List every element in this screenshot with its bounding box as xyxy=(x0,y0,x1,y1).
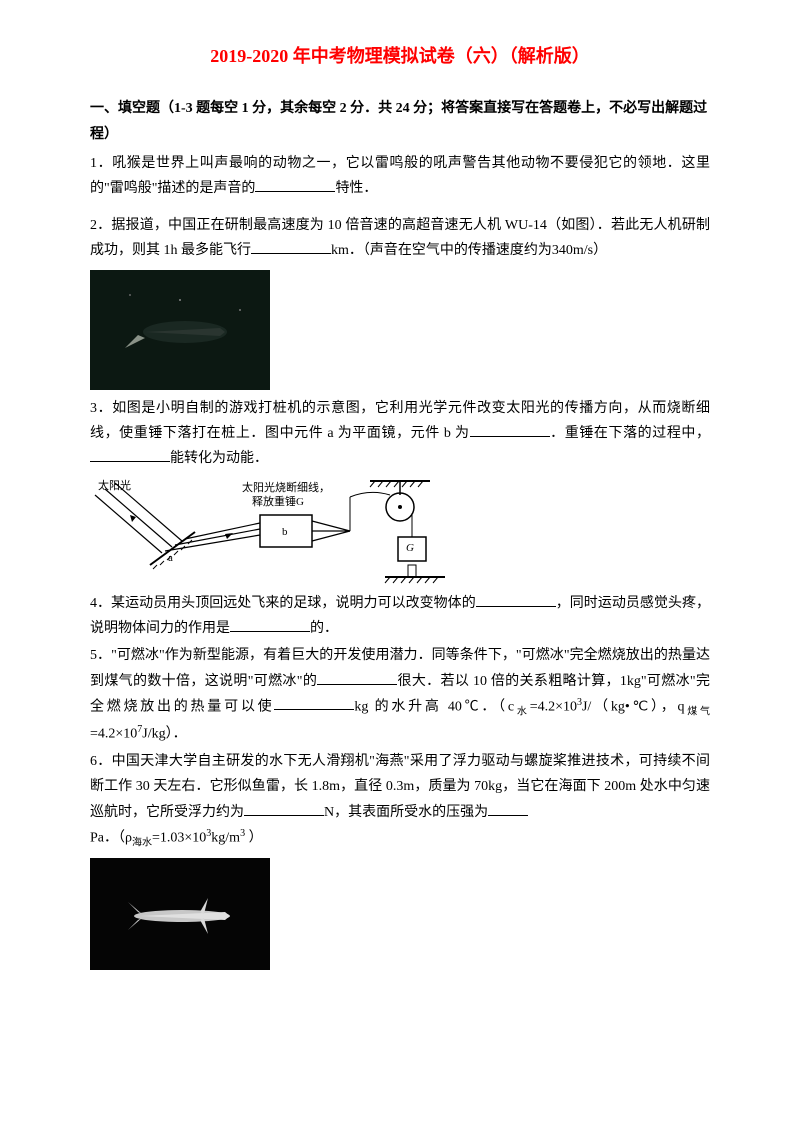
q5-text-e: =4.2×10 xyxy=(530,699,577,714)
q6-text-c: Pa．（ρ xyxy=(90,830,132,845)
q1-text-a: 1．吼猴是世界上叫声最响的动物之一，它以雷鸣般的吼声警告其他动物不要侵犯它的领地… xyxy=(90,156,710,196)
diagram-label-g: G xyxy=(406,539,414,559)
question-1: 1．吼猴是世界上叫声最响的动物之一，它以雷鸣般的吼声警告其他动物不要侵犯它的领地… xyxy=(90,151,710,201)
diagram-label-a: a xyxy=(168,549,173,569)
q6-text-b: N，其表面所受水的压强为 xyxy=(324,805,488,820)
q5-text-c: kg 的水升高 40℃．（c xyxy=(354,699,514,714)
q3-blank-1 xyxy=(470,423,550,437)
q5-blank-1 xyxy=(317,671,397,685)
q2-blank xyxy=(251,240,331,254)
figure-glider xyxy=(90,858,270,970)
q3-blank-2 xyxy=(90,448,170,462)
diagram-label-release: 释放重锤G xyxy=(252,493,304,513)
q6-sub-seawater: 海水 xyxy=(132,837,152,848)
q5-text-g: J/（kg•℃），q xyxy=(582,699,685,714)
q5-text-i: =4.2×10 xyxy=(90,727,137,742)
q1-blank xyxy=(255,178,335,192)
q6-text-i: ） xyxy=(245,830,263,845)
question-2: 2．据报道，中国正在研制最高速度为 10 倍音速的高超音速无人机 WU-14（如… xyxy=(90,213,710,263)
question-4: 4．某运动员用头顶回远处飞来的足球，说明力可以改变物体的，同时运动员感觉头疼，说… xyxy=(90,591,710,641)
q4-text-a: 4．某运动员用头顶回远处飞来的足球，说明力可以改变物体的 xyxy=(90,596,476,611)
diagram-label-b: b xyxy=(282,523,288,543)
figure-optics-diagram: 太阳光 太阳光烧断细线， 释放重锤G a b G xyxy=(90,477,450,585)
q2-text-b: km．（声音在空气中的传播速度约为340m/s） xyxy=(331,243,607,258)
q1-text-b: 特性． xyxy=(335,181,377,196)
q5-blank-2 xyxy=(274,696,354,710)
question-6: 6．中国天津大学自主研发的水下无人滑翔机"海燕"采用了浮力驱动与螺旋桨推进技术，… xyxy=(90,749,710,852)
figure-aircraft xyxy=(90,270,270,390)
q4-blank-2 xyxy=(230,618,310,632)
q5-sub-gas: 煤气 xyxy=(685,706,711,717)
q6-blank-1 xyxy=(244,802,324,816)
question-5: 5．"可燃冰"作为新型能源，有着巨大的开发使用潜力．同等条件下，"可燃冰"完全燃… xyxy=(90,643,710,747)
question-3: 3．如图是小明自制的游戏打桩机的示意图，它利用光学元件改变太阳光的传播方向，从而… xyxy=(90,396,710,472)
q5-text-k: J/kg）． xyxy=(142,727,186,742)
q3-text-b: ．重锤在下落的过程中， xyxy=(550,426,710,441)
q6-text-e: =1.03×10 xyxy=(152,830,206,845)
page-title: 2019-2020 年中考物理模拟试卷（六）（解析版） xyxy=(90,40,710,72)
q5-sub-water: 水 xyxy=(514,706,530,717)
section-header: 一、填空题（1-3 题每空 1 分，其余每空 2 分．共 24 分；将答案直接写… xyxy=(90,96,710,146)
q6-text-g: kg/m xyxy=(211,830,240,845)
q4-blank-1 xyxy=(476,593,556,607)
q6-blank-2 xyxy=(488,802,528,816)
q3-text-c: 能转化为动能． xyxy=(170,451,268,466)
diagram-label-sunlight: 太阳光 xyxy=(98,477,131,497)
q4-text-c: 的． xyxy=(310,621,338,636)
